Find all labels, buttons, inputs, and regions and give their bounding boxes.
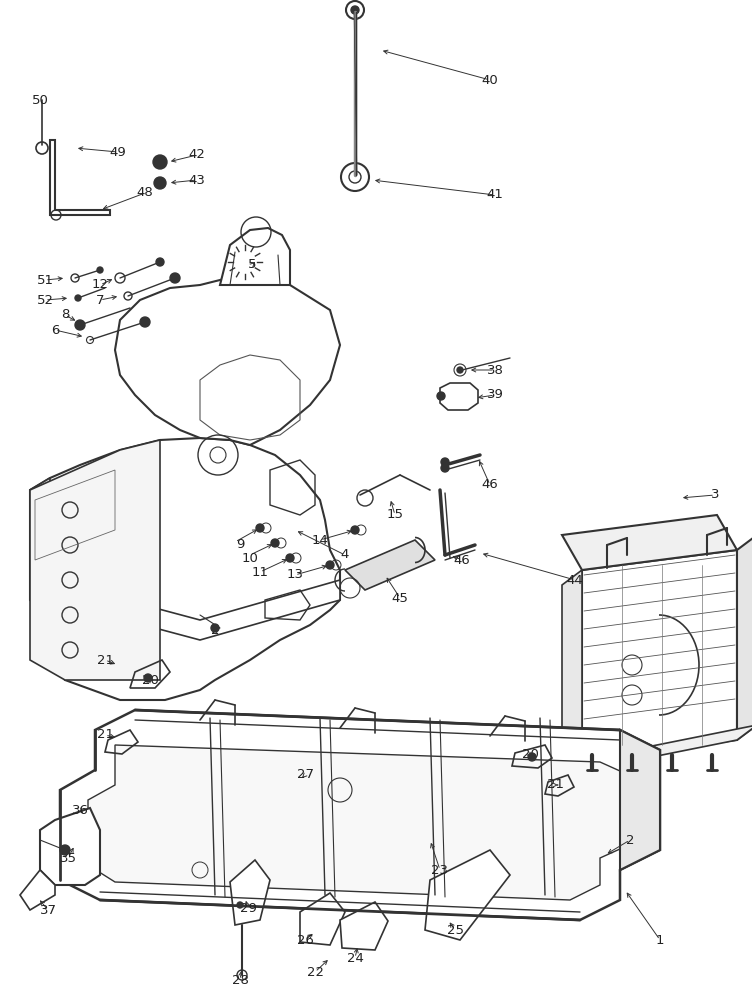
Circle shape [326,561,334,569]
Text: 5: 5 [247,258,256,271]
Circle shape [528,753,536,761]
Circle shape [351,526,359,534]
Text: 41: 41 [487,188,503,202]
Circle shape [237,902,243,908]
Polygon shape [425,850,510,940]
Circle shape [441,464,449,472]
Polygon shape [345,540,435,590]
Text: 29: 29 [240,902,256,914]
Text: 7: 7 [96,294,105,306]
Polygon shape [620,730,660,870]
Polygon shape [30,438,340,700]
Polygon shape [562,515,737,570]
Circle shape [154,177,166,189]
Polygon shape [562,725,752,775]
Text: 44: 44 [566,574,584,586]
Text: 27: 27 [296,768,314,782]
Polygon shape [582,550,737,760]
Text: 1: 1 [656,934,664,946]
Text: 13: 13 [287,568,304,582]
Circle shape [437,392,445,400]
Text: 10: 10 [241,552,259,564]
Text: 52: 52 [37,294,53,306]
Text: 43: 43 [189,174,205,186]
Text: 4: 4 [341,548,349,562]
Polygon shape [230,860,270,925]
Circle shape [170,273,180,283]
Circle shape [441,458,449,466]
Text: 39: 39 [487,388,503,401]
Text: 20: 20 [522,748,538,762]
Circle shape [144,674,152,682]
Circle shape [156,258,164,266]
Polygon shape [30,478,50,600]
Text: 49: 49 [110,145,126,158]
Text: 25: 25 [447,924,463,936]
Circle shape [60,845,70,855]
Text: 50: 50 [32,94,48,106]
Text: 3: 3 [711,488,719,502]
Polygon shape [30,440,160,680]
Polygon shape [40,808,100,885]
Text: 45: 45 [392,591,408,604]
Text: 6: 6 [51,324,59,336]
Circle shape [97,267,103,273]
Text: 15: 15 [387,508,404,522]
Text: 23: 23 [432,863,448,876]
Text: 37: 37 [40,904,56,916]
Text: 35: 35 [59,852,77,864]
Text: 48: 48 [137,186,153,200]
Circle shape [211,624,219,632]
Text: 21: 21 [547,778,563,792]
Circle shape [153,155,167,169]
Circle shape [75,295,81,301]
Circle shape [351,6,359,14]
Text: 12: 12 [92,278,108,292]
Polygon shape [60,710,660,920]
Polygon shape [220,228,290,285]
Text: 24: 24 [347,952,363,964]
Circle shape [256,524,264,532]
Polygon shape [88,745,640,900]
Text: 46: 46 [481,479,499,491]
Text: 36: 36 [71,804,89,816]
Polygon shape [340,902,388,950]
Polygon shape [20,870,55,910]
Circle shape [231,248,259,276]
Polygon shape [300,893,345,945]
Text: 21: 21 [96,654,114,666]
Text: 8: 8 [61,308,69,322]
Text: 14: 14 [311,534,329,546]
Circle shape [457,367,463,373]
Text: 2: 2 [211,624,220,637]
Text: 21: 21 [96,728,114,742]
Text: 20: 20 [141,674,159,686]
Text: 46: 46 [453,554,470,566]
Text: 42: 42 [189,148,205,161]
Circle shape [286,554,294,562]
Circle shape [140,317,150,327]
Polygon shape [562,570,582,775]
Polygon shape [737,535,752,740]
Text: 2: 2 [626,834,634,846]
Polygon shape [30,580,340,640]
Text: 22: 22 [307,966,323,978]
Text: 51: 51 [37,273,53,286]
Polygon shape [115,275,340,445]
Text: 26: 26 [296,934,314,946]
Text: 38: 38 [487,363,503,376]
Text: 9: 9 [236,538,244,552]
Text: 11: 11 [251,566,268,578]
Circle shape [271,539,279,547]
Text: 40: 40 [481,74,499,87]
Circle shape [75,320,85,330]
Text: 28: 28 [232,974,248,986]
